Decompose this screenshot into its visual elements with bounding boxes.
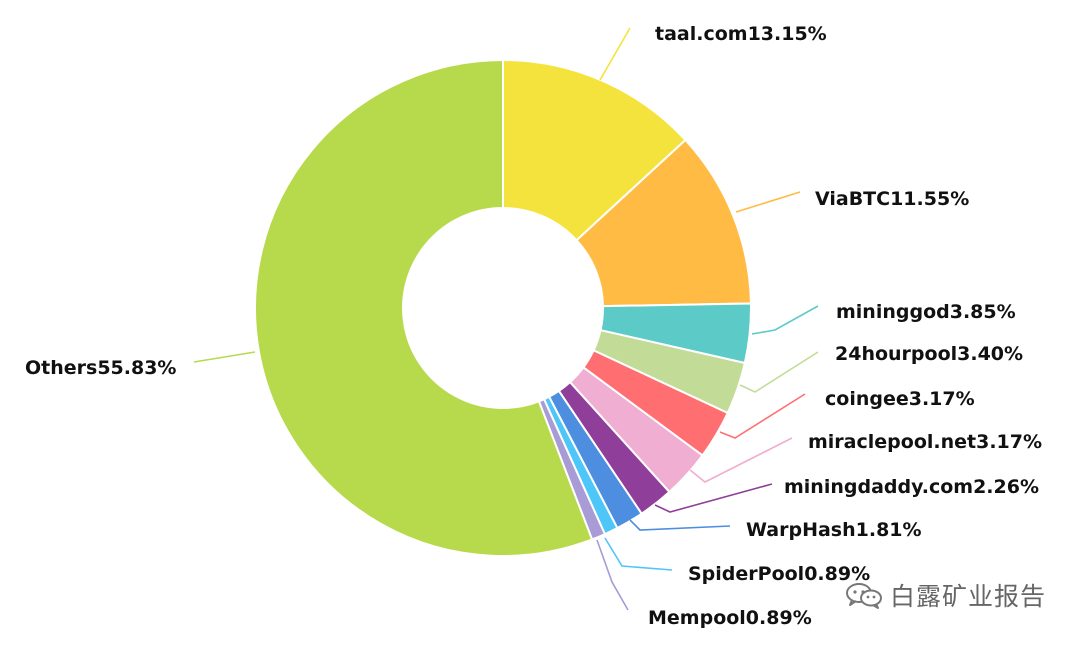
wechat-icon: [845, 583, 882, 609]
slice-label-warphash: WarpHash1.81%: [746, 519, 922, 541]
leader-line-miningdaddy-com: [654, 483, 773, 513]
slice-label-coingee: coingee3.17%: [825, 388, 975, 410]
slice-taal-com: [502, 58, 687, 242]
slice-label-miningdaddy-com: miningdaddy.com2.26%: [784, 476, 1039, 498]
leader-line-mempool: [596, 539, 629, 611]
chart-leader-lines: [193, 27, 819, 611]
leader-line-24hourpool: [739, 351, 819, 393]
slice-viabtc: [575, 138, 752, 308]
slice-label-24hourpool: 24hourpool3.40%: [835, 343, 1023, 365]
leader-line-viabtc: [735, 191, 801, 213]
slice-label-spiderpool: SpiderPool0.89%: [688, 563, 870, 585]
chart-slices: [254, 58, 752, 557]
leader-line-others: [193, 351, 256, 363]
leader-line-coingee: [719, 393, 806, 439]
chart-labels: taal.com13.15% ViaBTC11.55% mininggod3.85%…: [25, 23, 1042, 629]
slice-label-mininggod: mininggod3.85%: [836, 301, 1016, 323]
leader-line-taal-com: [599, 27, 631, 81]
slice-label-viabtc: ViaBTC11.55%: [815, 188, 969, 210]
slice-label-miraclepool-net: miraclepool.net3.17%: [808, 431, 1042, 453]
watermark: 白露矿业报告: [844, 577, 1046, 613]
leader-line-spiderpool: [604, 537, 673, 571]
slice-label-taal-com: taal.com13.15%: [655, 23, 827, 45]
leader-line-mininggod: [751, 305, 819, 335]
watermark-text: 白露矿业报告: [889, 582, 1046, 611]
slice-others: [254, 58, 594, 557]
leader-line-miraclepool-net: [689, 437, 793, 483]
leader-line-warphash: [629, 519, 731, 531]
slice-label-mempool: Mempool0.89%: [648, 607, 812, 629]
slice-label-others: Others55.83%: [25, 357, 176, 379]
